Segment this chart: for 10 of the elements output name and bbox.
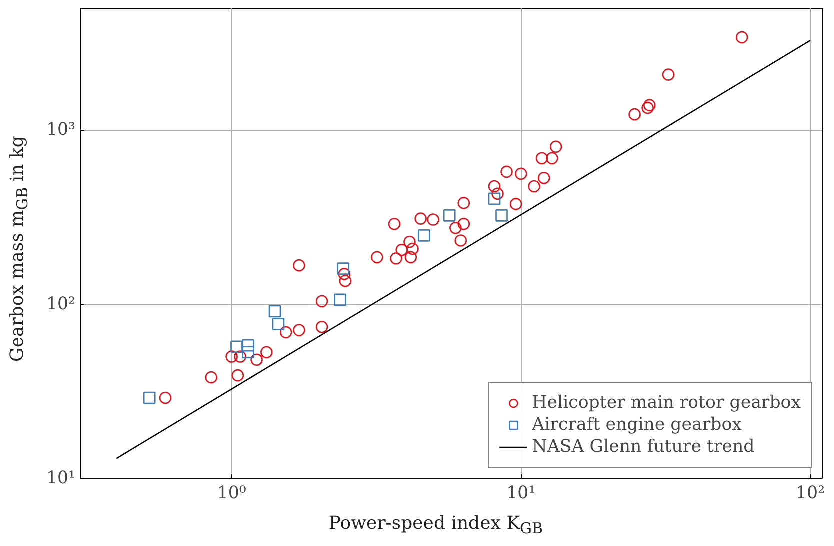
legend-label: NASA Glenn future trend — [532, 437, 755, 457]
legend-label: Aircraft engine gearbox — [532, 415, 742, 435]
legend-label: Helicopter main rotor gearbox — [532, 393, 801, 413]
x-tick-label: 10¹ — [506, 484, 536, 504]
x-tick-label: 10⁰ — [217, 484, 246, 504]
y-tick-label: 10¹ — [46, 468, 76, 488]
x-tick-label: 10² — [796, 484, 826, 504]
y-tick-label: 10³ — [46, 120, 76, 140]
y-tick-label: 10² — [46, 294, 76, 314]
x-axis-title: Power-speed index K$_{GB}$ — [328, 512, 544, 540]
